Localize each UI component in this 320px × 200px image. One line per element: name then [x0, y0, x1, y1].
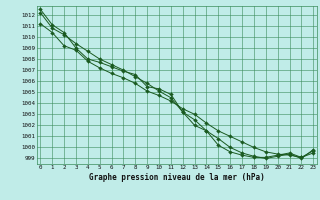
X-axis label: Graphe pression niveau de la mer (hPa): Graphe pression niveau de la mer (hPa) [89, 173, 265, 182]
